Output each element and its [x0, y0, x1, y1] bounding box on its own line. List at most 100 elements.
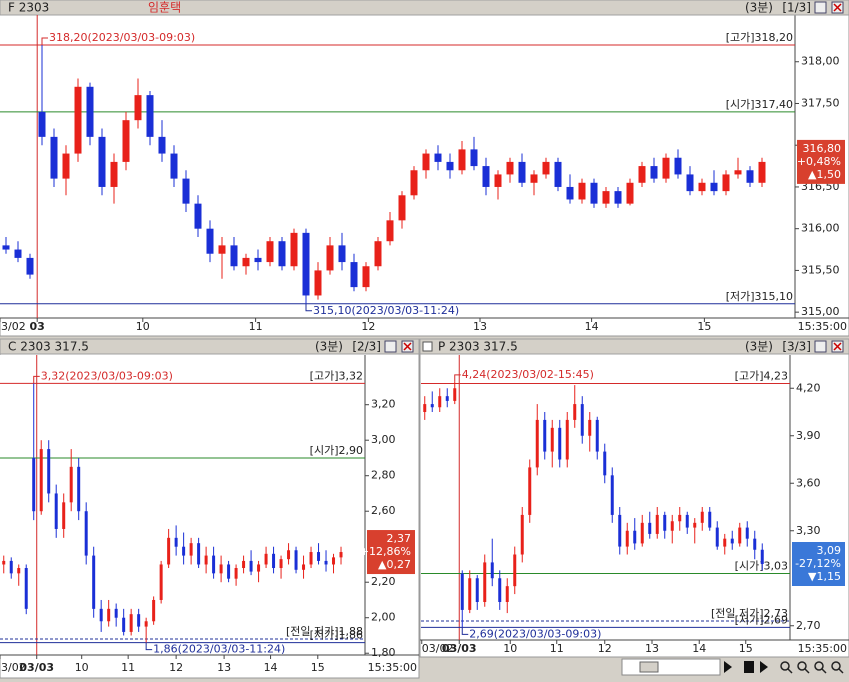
- candle-body: [182, 546, 186, 556]
- candle-body: [446, 161, 454, 171]
- playback-buttons[interactable]: [724, 661, 768, 673]
- candle-body: [69, 466, 73, 503]
- candle-body: [338, 245, 346, 263]
- extreme-marker: [454, 374, 461, 382]
- candle-body: [26, 257, 34, 275]
- candle-body: [738, 527, 742, 544]
- candle-body: [453, 388, 457, 401]
- candle-body: [302, 232, 310, 296]
- zoom-buttons[interactable]: [780, 661, 844, 674]
- candle-body: [84, 511, 88, 556]
- page-label: [3/3]: [782, 340, 811, 354]
- candle-body: [194, 203, 202, 229]
- y-tick-label: 3,00: [371, 433, 396, 446]
- y-tick-label: 1,80: [371, 646, 396, 659]
- scrollbar[interactable]: [621, 658, 721, 676]
- reference-label: [고가]4,23: [735, 370, 788, 383]
- candle-body: [374, 241, 382, 267]
- settings-button[interactable]: [814, 340, 827, 353]
- x-tick-label: 3/02: [1, 661, 26, 674]
- y-tick-label: 2,60: [371, 504, 396, 517]
- extreme-label: 1,86(2023/03/03-11:24): [153, 643, 285, 656]
- candle-body: [242, 560, 246, 569]
- candle-body: [278, 241, 286, 267]
- x-tick-label: 10: [75, 661, 89, 674]
- x-tick-label: 11: [121, 661, 135, 674]
- candle-body: [640, 522, 644, 544]
- candle-body: [272, 553, 276, 569]
- candle-body: [386, 220, 394, 242]
- candle-body: [219, 564, 223, 574]
- candle-body: [678, 514, 682, 522]
- panel-title: P 2303 317.5: [438, 340, 518, 354]
- candle-body: [129, 614, 133, 632]
- panel-header: [0, 338, 420, 355]
- candle-body: [468, 578, 472, 610]
- reference-label: [고가]3,32: [310, 369, 363, 382]
- candle-body: [535, 419, 539, 468]
- price-box: [792, 542, 845, 586]
- candle-body: [506, 161, 514, 175]
- candle-body: [230, 245, 238, 267]
- candle-body: [38, 111, 46, 137]
- candle-body: [602, 191, 610, 204]
- candle-body: [398, 195, 406, 221]
- candle-body: [218, 245, 226, 254]
- x-tick-label: 10: [136, 320, 150, 333]
- x-tick-label: 13: [473, 320, 487, 333]
- candle-body: [505, 586, 509, 602]
- candle-body: [580, 404, 584, 436]
- candle-body: [760, 549, 764, 564]
- candle-body: [518, 161, 526, 183]
- x-tick-label: 14: [692, 642, 706, 655]
- extreme-label: 315,10(2023/03/03-11:24): [313, 304, 459, 317]
- x-tick-label: 3/02: [1, 320, 26, 333]
- x-end-label: 15:35:00: [798, 642, 847, 655]
- extreme-label: 2,69(2023/03/03-09:03): [469, 627, 601, 640]
- candle-body: [47, 449, 51, 494]
- candle-body: [294, 550, 298, 570]
- candle-body: [114, 608, 118, 618]
- candle-body: [266, 241, 274, 263]
- x-tick-label: 11: [550, 642, 564, 655]
- extreme-marker: [33, 375, 40, 384]
- candle-body: [317, 552, 321, 561]
- candle-body: [182, 178, 190, 204]
- candle-body: [287, 550, 291, 560]
- candle-body: [550, 427, 554, 452]
- candle-body: [603, 451, 607, 476]
- period-label: (3분): [745, 340, 773, 354]
- candle-body: [482, 166, 490, 187]
- y-tick-label: 4,20: [796, 381, 821, 394]
- x-tick-label: 11: [249, 320, 263, 333]
- settings-button[interactable]: [384, 340, 397, 353]
- candle-body: [573, 404, 577, 420]
- candle-body: [445, 396, 449, 401]
- candle-body: [648, 522, 652, 534]
- candle-body: [458, 149, 466, 171]
- candle-body: [99, 608, 103, 622]
- panel-header: [0, 0, 849, 16]
- extreme-marker: [305, 303, 312, 312]
- candle-body: [626, 182, 634, 204]
- candle-body: [24, 568, 28, 609]
- candle-body: [430, 404, 434, 408]
- candle-body: [314, 270, 322, 296]
- settings-button[interactable]: [814, 1, 827, 14]
- x-tick-label: 12: [598, 642, 612, 655]
- candle-body: [167, 537, 171, 565]
- candle-body: [746, 170, 754, 183]
- candle-body: [257, 564, 261, 572]
- candle-body: [137, 614, 141, 627]
- candle-body: [498, 578, 502, 602]
- candle-body: [753, 538, 757, 550]
- candle-body: [152, 599, 156, 622]
- candle-body: [134, 95, 142, 121]
- candle-body: [264, 553, 268, 565]
- x-tick-label: 10: [503, 642, 517, 655]
- checkbox[interactable]: [422, 341, 433, 352]
- scroll-thumb[interactable]: [639, 661, 659, 673]
- price-box-text: +12,86%: [360, 545, 411, 558]
- page-label: [2/3]: [352, 340, 381, 354]
